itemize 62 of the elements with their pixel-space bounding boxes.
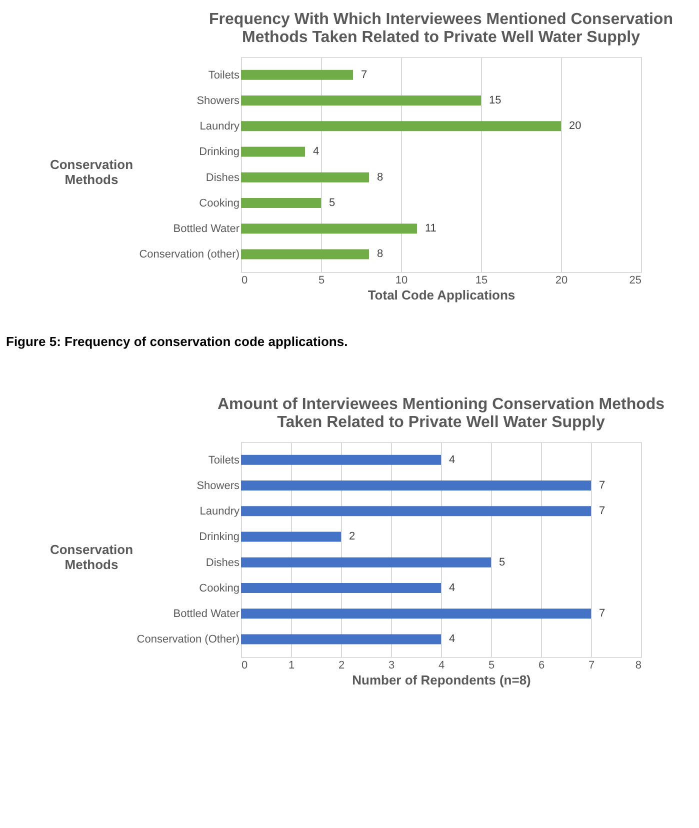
y-tick-label: Conservation (other) [139,248,240,261]
x-tick-label: 15 [475,274,488,286]
bar [241,582,441,593]
bar [241,634,441,644]
caption: Figure 5: Frequency of conservation code applications. [6,334,348,349]
bar [241,557,491,568]
y-tick-label: Drinking [199,146,240,158]
data-label: 7 [599,608,606,620]
bar [241,506,591,516]
data-label: 4 [313,146,320,158]
data-label: 7 [599,479,606,492]
data-label: 5 [499,556,506,568]
y-tick-label: Dishes [206,172,240,184]
x-tick-label: 7 [588,660,595,672]
chart-title: Frequency With Which Interviewees Mentioned Conservation Methods Taken Related to Private Well Water Supply [209,11,673,46]
y-tick-label: Cooking [199,197,240,210]
data-label: 4 [449,582,456,594]
y-axis-title: Conservation Methods [50,542,134,572]
data-label: 15 [489,94,502,106]
bar [241,454,441,465]
x-tick-label: 10 [395,274,408,286]
y-tick-label: Conservation (Other) [136,634,240,646]
y-tick-label: Drinking [199,531,240,544]
x-tick-label: 4 [438,660,445,672]
y-tick-label: Laundry [200,120,240,133]
y-tick-label: Showers [196,94,240,107]
x-tick-label: 25 [629,274,642,286]
y-tick-label: Dishes [206,556,240,569]
x-axis-title: Number of Repondents (n=8) [352,672,531,688]
x-tick-label: 5 [488,660,495,672]
chart-title: Amount of Interviewees Mentioning Conservation Methods Taken Related to Private Well Water Supply [217,396,665,431]
y-tick-label: Showers [196,480,240,492]
bar [241,532,341,542]
data-label: 4 [449,633,456,646]
data-label: 7 [599,505,606,518]
data-label: 2 [349,530,356,543]
x-axis-title: Total Code Applications [368,288,516,302]
data-label: 8 [377,248,384,260]
data-label: 11 [425,222,436,235]
x-tick-label: 0 [242,274,248,286]
x-tick-label: 6 [538,660,545,672]
x-tick-label: 8 [635,660,642,672]
y-tick-label: Toilets [208,454,240,466]
x-tick-label: 1 [288,660,295,672]
y-axis-title: Conservation Methods [50,157,134,187]
y-tick-label: Laundry [200,506,240,518]
y-tick-label: Bottled Water [173,223,240,236]
x-tick-label: 5 [318,274,325,286]
bar [241,608,591,619]
x-tick-label: 3 [388,660,395,672]
y-tick-label: Bottled Water [173,608,240,620]
y-tick-label: Cooking [199,582,240,594]
x-tick-label: 0 [242,660,248,672]
x-tick-label: 2 [338,660,345,672]
bar [241,480,591,490]
data-label: 8 [377,171,384,184]
y-tick-label: Toilets [208,69,240,82]
data-label: 4 [449,454,456,466]
data-label: 5 [329,196,336,209]
x-tick-label: 20 [555,274,568,286]
data-label: 7 [361,68,368,81]
data-label: 20 [569,120,582,132]
